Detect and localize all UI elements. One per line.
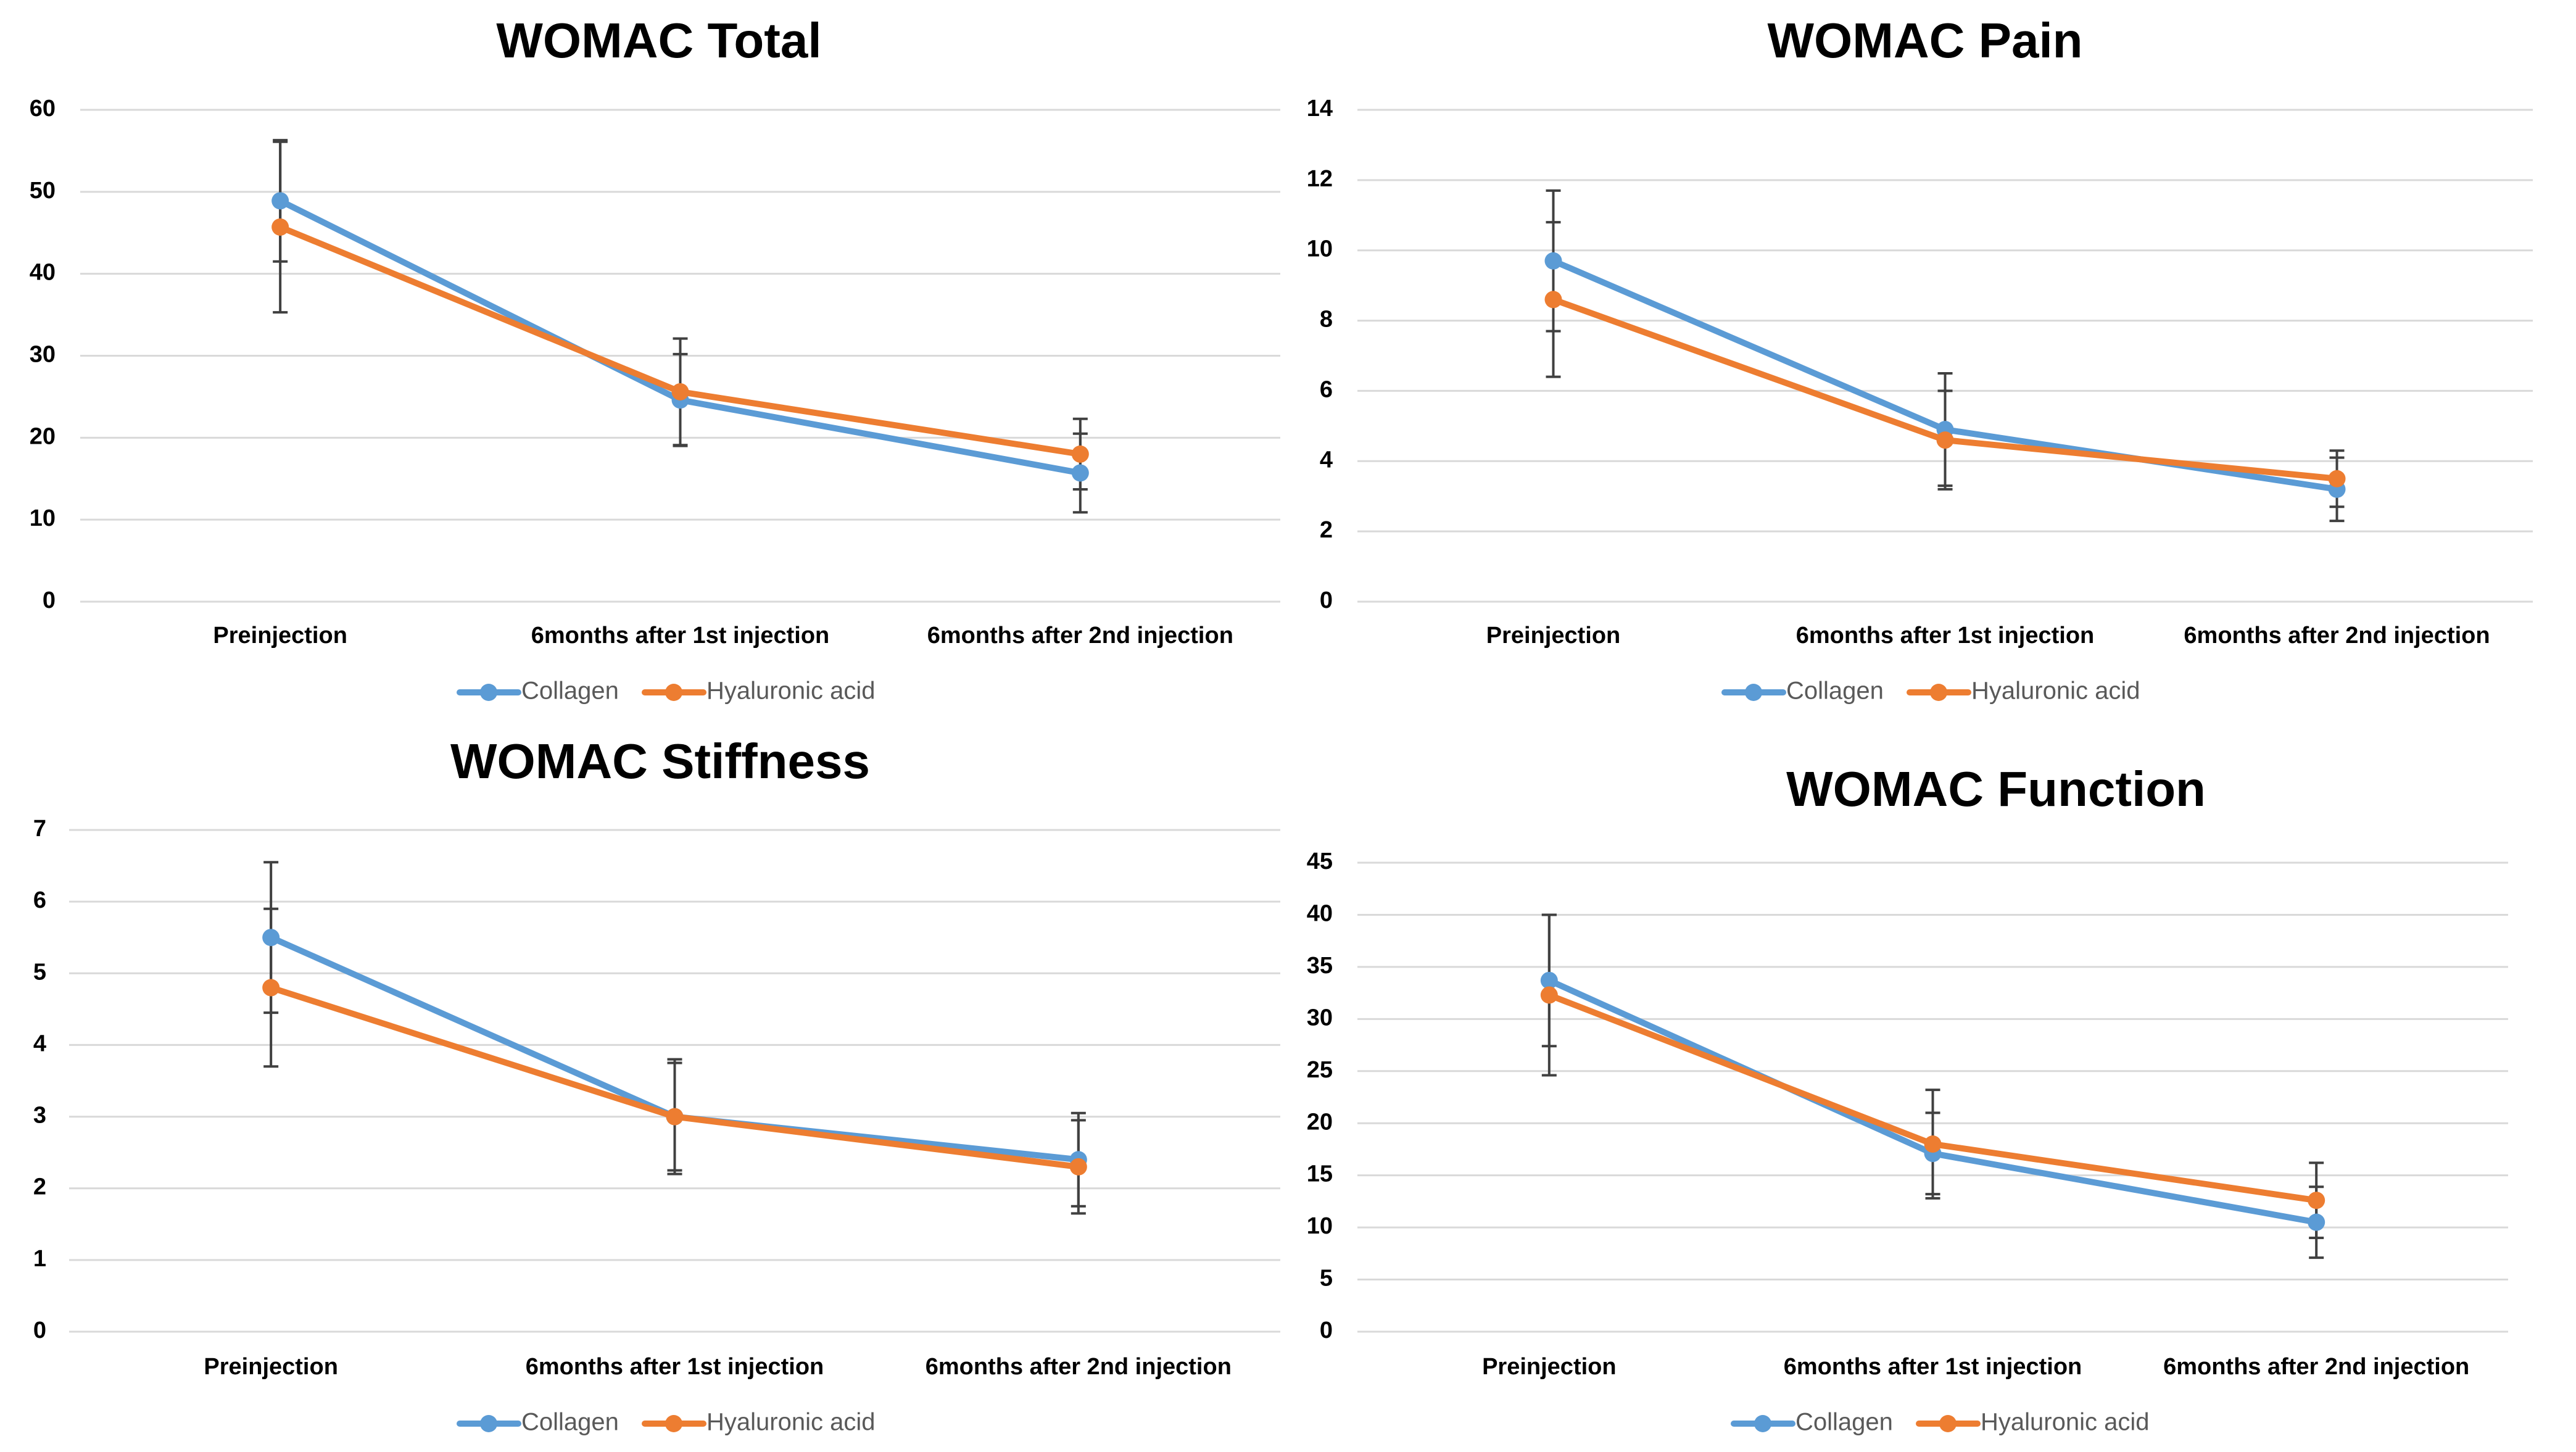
y-tick-label: 50: [30, 178, 56, 204]
y-tick-label: 20: [30, 423, 56, 449]
data-point: [1540, 986, 1558, 1004]
y-tick-label: 25: [1307, 1057, 1333, 1083]
x-category-label: 6months after 2nd injection: [2184, 623, 2490, 649]
x-category-label: Preinjection: [204, 1354, 338, 1380]
y-tick-label: 30: [30, 342, 56, 368]
legend-item: Collagen: [457, 1409, 619, 1436]
y-tick-label: 0: [43, 587, 56, 613]
data-point: [271, 218, 289, 236]
legend-label: Hyaluronic acid: [706, 1409, 875, 1436]
y-tick-label: 2: [33, 1174, 46, 1200]
data-point: [1069, 1158, 1087, 1176]
data-point: [2308, 1192, 2325, 1209]
y-tick-label: 12: [1307, 166, 1333, 192]
y-tick-label: 35: [1307, 953, 1333, 979]
legend-marker: [1745, 684, 1762, 701]
y-tick-label: 10: [1307, 236, 1333, 262]
y-tick-label: 0: [1320, 587, 1333, 613]
data-point: [666, 1108, 684, 1126]
y-tick-label: 40: [1307, 900, 1333, 926]
chart-0: WOMAC Total 0 10 20 30 40 50 60 Preinjection 6mon…: [30, 13, 1280, 705]
y-tick-label: 6: [33, 887, 46, 913]
legend-item: Hyaluronic acid: [642, 678, 875, 705]
x-category-label: 6months after 1st injection: [531, 623, 830, 649]
y-tick-label: 60: [30, 96, 56, 122]
legend-item: Hyaluronic acid: [1907, 678, 2140, 705]
y-tick-label: 7: [33, 816, 46, 842]
legend-marker: [480, 1415, 497, 1432]
chart-3: WOMAC Function 0 5 10 15 20 25 30 35 40 45 Preinjec…: [1307, 761, 2508, 1436]
x-category-label: Preinjection: [213, 623, 347, 649]
y-tick-label: 5: [1320, 1266, 1333, 1292]
data-point: [1936, 431, 1954, 449]
legend-item: Hyaluronic acid: [1916, 1409, 2149, 1436]
chart-title: WOMAC Total: [496, 13, 821, 68]
y-tick-label: 0: [1320, 1317, 1333, 1343]
y-tick-label: 2: [1320, 517, 1333, 543]
legend-label: Hyaluronic acid: [706, 678, 875, 705]
x-category-label: 6months after 1st injection: [1796, 623, 2095, 649]
y-tick-label: 14: [1307, 96, 1333, 122]
legend-marker: [480, 684, 497, 701]
data-point: [262, 929, 280, 947]
data-point: [1071, 445, 1089, 463]
y-tick-label: 8: [1320, 307, 1333, 333]
x-category-label: 6months after 2nd injection: [927, 623, 1233, 649]
x-category-label: 6months after 1st injection: [1784, 1354, 2082, 1380]
legend-item: Collagen: [1721, 678, 1884, 705]
data-point: [2328, 470, 2346, 487]
data-point: [2308, 1213, 2325, 1231]
y-tick-label: 20: [1307, 1109, 1333, 1135]
legend-item: Collagen: [457, 678, 619, 705]
data-point: [1924, 1135, 1942, 1153]
chart-1: WOMAC Pain 0 2 4 6 8 10 12 14 Preinjection 6months…: [1307, 13, 2533, 705]
legend-marker: [1939, 1415, 1957, 1432]
legend-label: Collagen: [1786, 678, 1884, 705]
y-tick-label: 10: [1307, 1213, 1333, 1239]
y-tick-label: 1: [33, 1246, 46, 1272]
legend-item: Collagen: [1731, 1409, 1893, 1436]
y-tick-label: 0: [33, 1317, 46, 1343]
data-point: [1544, 291, 1562, 309]
y-tick-label: 4: [33, 1031, 46, 1056]
legend-label: Hyaluronic acid: [1971, 678, 2140, 705]
legend-marker: [1754, 1415, 1771, 1432]
y-tick-label: 30: [1307, 1005, 1333, 1031]
legend-label: Collagen: [521, 678, 619, 705]
legend-item: Hyaluronic acid: [642, 1409, 875, 1436]
data-point: [1071, 464, 1089, 482]
legend-marker: [665, 684, 682, 701]
data-point: [271, 192, 289, 210]
y-tick-label: 6: [1320, 376, 1333, 402]
y-tick-label: 5: [33, 959, 46, 985]
chart-title: WOMAC Function: [1786, 761, 2206, 816]
legend-marker: [1930, 684, 1947, 701]
legend-label: Collagen: [1795, 1409, 1893, 1436]
x-category-label: Preinjection: [1482, 1354, 1617, 1380]
y-tick-label: 15: [1307, 1161, 1333, 1187]
data-point: [1540, 971, 1558, 989]
data-point: [262, 979, 280, 997]
data-point: [1544, 252, 1562, 270]
x-category-label: 6months after 2nd injection: [2163, 1354, 2469, 1380]
legend-label: Collagen: [521, 1409, 619, 1436]
chart-title: WOMAC Stiffness: [450, 734, 870, 789]
legend-label: Hyaluronic acid: [1981, 1409, 2149, 1436]
data-point: [671, 383, 689, 400]
x-category-label: 6months after 1st injection: [526, 1354, 824, 1380]
y-tick-label: 40: [30, 260, 56, 286]
y-tick-label: 45: [1307, 848, 1333, 874]
legend-marker: [665, 1415, 682, 1432]
x-category-label: Preinjection: [1486, 623, 1621, 649]
y-tick-label: 10: [30, 505, 56, 531]
y-tick-label: 3: [33, 1103, 46, 1129]
chart-title: WOMAC Pain: [1767, 13, 2082, 68]
x-category-label: 6months after 2nd injection: [926, 1354, 1232, 1380]
chart-2: WOMAC Stiffness 0 1 2 3 4 5 6 7 Preinjection 6mont…: [33, 734, 1280, 1436]
y-tick-label: 4: [1320, 447, 1333, 473]
